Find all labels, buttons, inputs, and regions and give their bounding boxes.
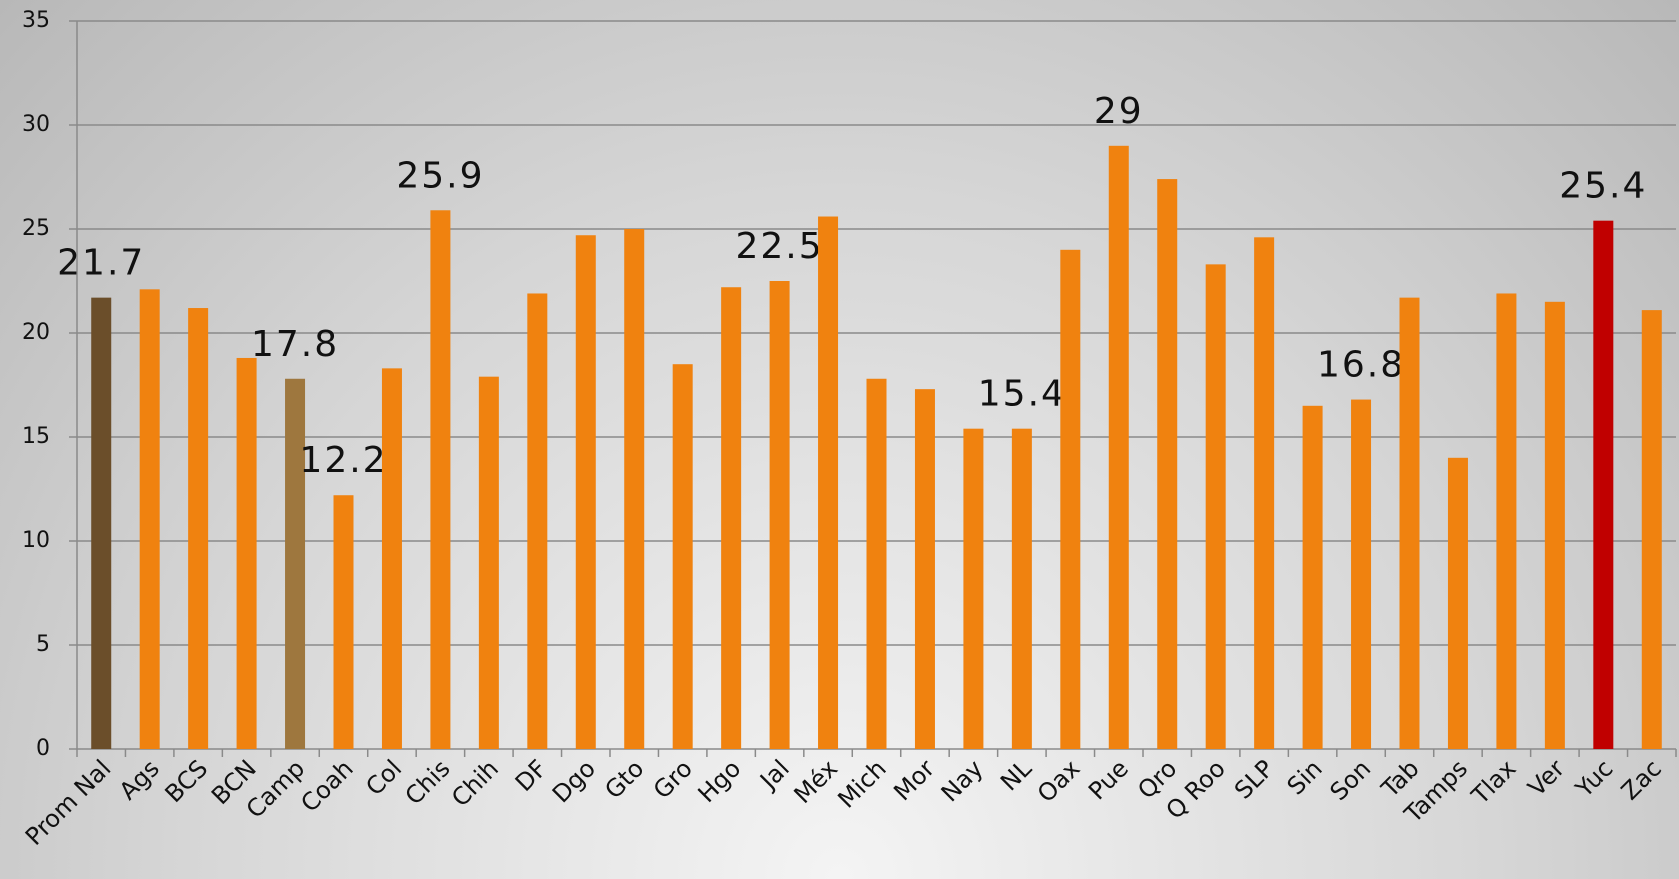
y-tick-label: 5	[36, 632, 50, 657]
x-tick-label: Oax	[1032, 754, 1086, 808]
x-tick-label: Chis	[400, 754, 456, 810]
bar	[333, 495, 354, 749]
bar	[1302, 405, 1323, 749]
bar	[914, 389, 935, 749]
bar	[1496, 293, 1517, 749]
bar	[769, 281, 790, 749]
bar	[1399, 297, 1420, 749]
data-label: 29	[1094, 91, 1144, 132]
bar	[236, 357, 257, 749]
x-tick-label: Dgo	[547, 754, 601, 808]
x-tick-label: Pue	[1083, 754, 1134, 805]
x-tick-label: Yuc	[1569, 754, 1618, 803]
bar	[1351, 399, 1372, 749]
bar	[1544, 301, 1565, 749]
y-tick-label: 15	[22, 424, 50, 449]
x-tick-label: BCS	[160, 754, 214, 808]
bar	[381, 368, 402, 749]
bar	[575, 235, 596, 750]
x-tick-label: Sin	[1282, 754, 1328, 800]
data-label: 17.8	[251, 324, 339, 365]
x-tick-label: Son	[1325, 754, 1377, 806]
x-tick-label: Chih	[446, 754, 504, 812]
bar	[285, 378, 306, 749]
x-tick-label: Tlax	[1466, 754, 1522, 810]
x-tick-label: Hgo	[693, 754, 747, 808]
bar	[1641, 310, 1662, 749]
bar	[1157, 179, 1178, 749]
y-tick-label: 30	[22, 112, 50, 137]
x-tick-label: Coah	[296, 754, 359, 817]
y-tick-label: 25	[22, 216, 50, 241]
bar	[139, 289, 160, 749]
bar	[866, 378, 887, 749]
bar	[721, 287, 742, 749]
bar	[963, 428, 984, 749]
x-tick-label: Gro	[648, 754, 698, 804]
x-tick-label: Zac	[1616, 754, 1667, 805]
x-tick-label: Méx	[789, 754, 844, 809]
x-tick-label: Prom Nal	[20, 754, 116, 850]
data-label: 21.7	[57, 243, 145, 284]
bar	[1447, 457, 1468, 749]
x-tick-label: Mor	[888, 754, 940, 806]
bar	[1011, 428, 1032, 749]
bar	[1060, 249, 1081, 750]
x-tick-label: SLP	[1229, 754, 1279, 804]
bar	[478, 376, 499, 749]
x-tick-label: Col	[360, 754, 407, 801]
x-tick-label: Gto	[599, 754, 649, 804]
bar	[1593, 220, 1614, 749]
x-tick-label: Nay	[936, 754, 989, 807]
bar	[818, 216, 839, 749]
bar	[624, 229, 645, 749]
x-tick-label: DF	[510, 754, 553, 797]
data-label: 22.5	[736, 226, 824, 267]
data-label: 25.9	[396, 155, 484, 196]
bar	[672, 364, 693, 749]
bar	[91, 297, 112, 749]
y-tick-label: 0	[36, 736, 50, 761]
y-tick-label: 35	[22, 8, 50, 33]
bar	[1205, 264, 1226, 749]
x-tick-label: Ver	[1523, 754, 1571, 802]
data-label: 15.4	[978, 374, 1066, 415]
data-label: 12.2	[299, 440, 387, 481]
bar	[188, 308, 209, 749]
bar	[1254, 237, 1275, 749]
bar	[430, 210, 451, 749]
x-tick-label: Ags	[114, 754, 165, 805]
y-tick-label: 10	[22, 528, 50, 553]
data-label: 25.4	[1559, 166, 1647, 207]
bar	[527, 293, 548, 749]
bar	[1108, 145, 1129, 750]
data-label: 16.8	[1317, 345, 1405, 386]
x-tick-label: NL	[995, 754, 1037, 796]
x-tick-label: Mich	[832, 754, 891, 813]
y-tick-label: 20	[22, 320, 50, 345]
